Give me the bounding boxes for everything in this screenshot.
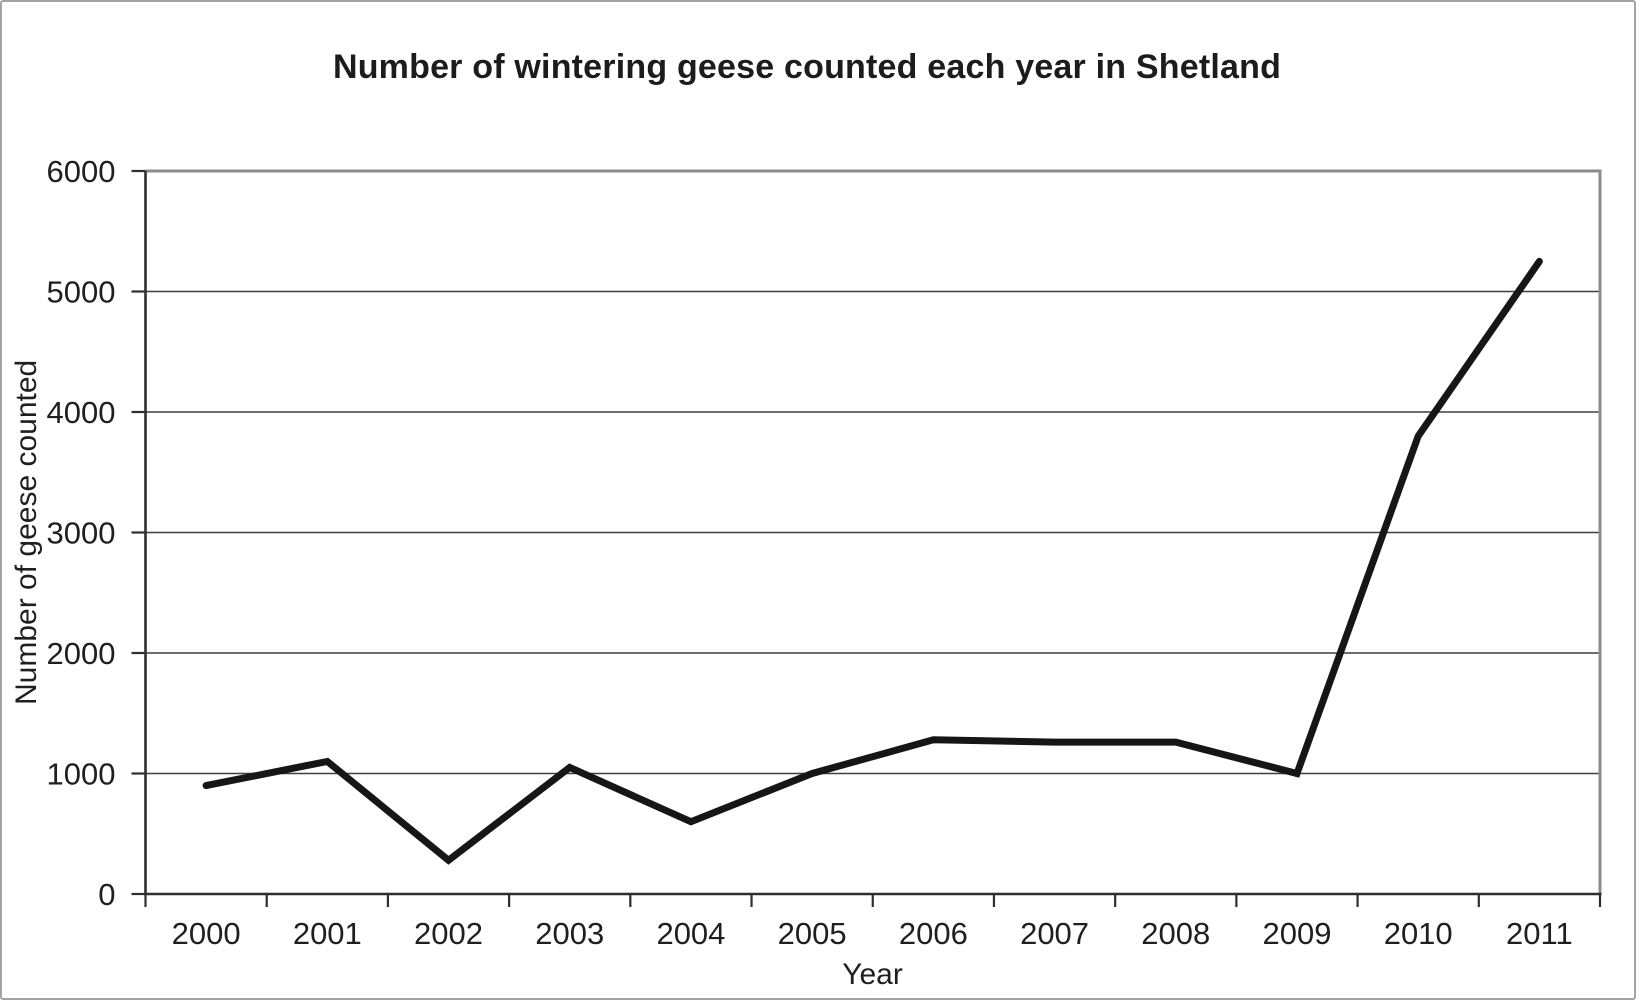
x-tick-label-2006: 2006 — [899, 916, 968, 951]
y-tick-label-1000: 1000 — [47, 756, 116, 791]
y-tick-label-2000: 2000 — [47, 636, 116, 671]
x-tick-label-2004: 2004 — [656, 916, 725, 951]
x-tick-label-2011: 2011 — [1506, 916, 1573, 951]
y-tick-label-5000: 5000 — [47, 274, 116, 309]
x-tick-label-2003: 2003 — [535, 916, 604, 951]
y-tick-label-0: 0 — [98, 877, 115, 912]
x-tick-label-2001: 2001 — [293, 916, 362, 951]
x-tick-label-2009: 2009 — [1262, 916, 1331, 951]
y-tick-label-4000: 4000 — [47, 395, 116, 430]
x-tick-label-2008: 2008 — [1141, 916, 1210, 951]
x-tick-label-2007: 2007 — [1020, 916, 1089, 951]
data-series-line — [202, 257, 1543, 865]
y-tick-label-3000: 3000 — [47, 515, 116, 550]
x-tick-label-2000: 2000 — [172, 916, 241, 951]
chart-title: Number of wintering geese counted each y… — [332, 48, 1282, 86]
x-tick-label-2005: 2005 — [778, 916, 847, 951]
x-tick-label-2002: 2002 — [414, 916, 483, 951]
x-tick-label-2010: 2010 — [1384, 916, 1453, 951]
y-tick-label-6000: 6000 — [47, 154, 116, 189]
x-axis-title: Year — [842, 958, 903, 991]
